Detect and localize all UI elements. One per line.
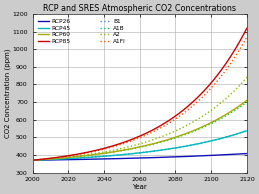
RCP26: [31, 159, 34, 161]
RCP85: [71, 154, 74, 156]
RCP45: [44, 158, 47, 161]
A1B: [71, 156, 74, 158]
Line: A1FI: A1FI: [33, 37, 247, 160]
A1B: [31, 159, 34, 161]
RCP60: [235, 107, 238, 109]
A2: [235, 88, 238, 90]
RCP26: [44, 159, 47, 161]
B1: [88, 156, 91, 158]
A2: [227, 95, 230, 97]
A1FI: [31, 159, 34, 161]
RCP60: [44, 158, 47, 161]
A1B: [227, 113, 230, 115]
RCP45: [31, 159, 34, 161]
RCP85: [246, 27, 249, 29]
Line: A2: A2: [33, 77, 247, 160]
RCP85: [235, 46, 238, 49]
RCP60: [227, 112, 230, 114]
Line: RCP60: RCP60: [33, 100, 247, 160]
RCP26: [235, 153, 238, 155]
B1: [71, 157, 74, 159]
RCP45: [88, 156, 91, 158]
RCP85: [31, 159, 34, 161]
Legend: B1, A1B, A2, A1FI: B1, A1B, A2, A1FI: [98, 17, 128, 46]
A1FI: [71, 154, 74, 157]
RCP26: [88, 158, 91, 160]
A1FI: [40, 158, 43, 161]
RCP45: [235, 133, 238, 135]
RCP60: [40, 158, 43, 161]
RCP85: [44, 158, 47, 160]
B1: [40, 159, 43, 161]
Line: RCP26: RCP26: [33, 153, 247, 160]
B1: [227, 135, 230, 138]
RCP45: [227, 135, 230, 138]
RCP26: [40, 159, 43, 161]
B1: [235, 133, 238, 135]
A2: [31, 159, 34, 161]
A2: [44, 158, 47, 160]
A2: [40, 158, 43, 161]
RCP26: [246, 152, 249, 155]
Line: B1: B1: [33, 131, 247, 160]
RCP60: [88, 154, 91, 156]
RCP26: [71, 158, 74, 161]
Line: RCP45: RCP45: [33, 131, 247, 160]
A1B: [40, 158, 43, 161]
RCP45: [40, 159, 43, 161]
B1: [246, 129, 249, 132]
A2: [71, 155, 74, 158]
A1FI: [235, 54, 238, 56]
RCP85: [40, 158, 43, 160]
RCP60: [71, 156, 74, 158]
Title: RCP and SRES Atmospheric CO2 Concentrations: RCP and SRES Atmospheric CO2 Concentrati…: [43, 4, 236, 13]
RCP45: [246, 129, 249, 132]
A1B: [235, 108, 238, 111]
A2: [88, 153, 91, 155]
RCP26: [227, 153, 230, 156]
Line: RCP85: RCP85: [33, 28, 247, 160]
X-axis label: Year: Year: [132, 184, 147, 190]
A1FI: [88, 151, 91, 153]
A1FI: [227, 65, 230, 67]
A1B: [44, 158, 47, 161]
RCP85: [88, 151, 91, 153]
RCP60: [246, 99, 249, 101]
B1: [31, 159, 34, 161]
A1FI: [246, 36, 249, 38]
RCP60: [31, 159, 34, 161]
Line: A1B: A1B: [33, 102, 247, 160]
A1B: [246, 101, 249, 103]
A1B: [88, 154, 91, 157]
RCP85: [227, 58, 230, 61]
Y-axis label: CO2 Concentration (ppm): CO2 Concentration (ppm): [4, 48, 11, 138]
A1FI: [44, 158, 47, 160]
B1: [44, 158, 47, 161]
RCP45: [71, 157, 74, 159]
A2: [246, 76, 249, 79]
